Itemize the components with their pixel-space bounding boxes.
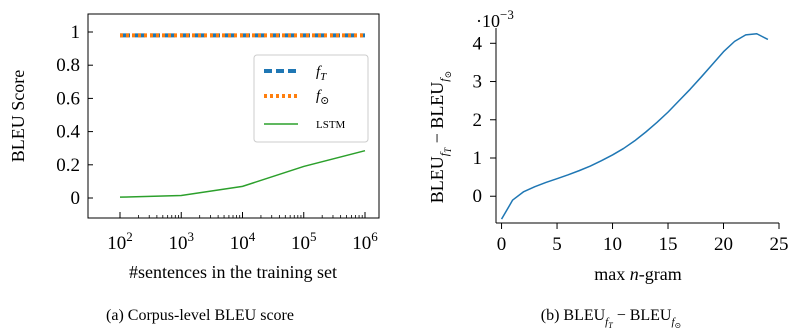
y-tick-label: 1 <box>71 22 81 43</box>
x-tick-label: 10 <box>603 234 622 255</box>
legend-label-fT: fT <box>316 64 327 83</box>
scale-factor-b: ·10−3 <box>476 7 514 31</box>
x-axis-label-b: max n-gram <box>594 264 681 284</box>
y-tick-label: 3 <box>473 72 483 93</box>
series-line-b-0 <box>500 32 769 220</box>
caption-b: (b) BLEUfT − BLEUf⊙ <box>541 307 682 329</box>
y-tick-label: 4 <box>473 33 483 54</box>
chart-a: 0 0.2 0.4 0.6 0.8 1 102 103 104 105 106 fT f⊙ LST… <box>8 13 380 324</box>
legend-label-lstm: LSTM <box>316 119 346 131</box>
x-tick-label: 25 <box>770 234 789 255</box>
y-tick-label: 0.2 <box>56 155 80 176</box>
x-tick-label: 5 <box>552 234 562 255</box>
y-tick-label: 1 <box>473 148 483 169</box>
y-tick-label: 0.8 <box>56 55 80 76</box>
y-axis-label-b: BLEUfT − BLEUf⊙ <box>427 71 453 203</box>
legend-label-fo: f⊙ <box>316 88 329 107</box>
x-ticks-b: 0 5 10 15 20 25 <box>497 223 789 255</box>
series-b <box>500 32 769 220</box>
y-ticks-a: 0 0.2 0.4 0.6 0.8 1 <box>56 22 93 209</box>
x-tick-label: 103 <box>169 229 195 254</box>
chart-b: 0 1 2 3 4 0 5 10 15 20 25 ·10−3 BLEUfT − BLEUf⊙ m… <box>427 7 789 329</box>
x-ticks-a: 102 103 104 105 106 <box>107 212 378 254</box>
x-tick-label: 20 <box>714 234 733 255</box>
y-ticks-b: 0 1 2 3 4 <box>473 33 496 207</box>
legend-a: fT f⊙ LSTM <box>253 54 369 143</box>
x-tick-label: 0 <box>497 234 507 255</box>
caption-a: (a) Corpus-level BLEU score <box>106 307 294 324</box>
x-tick-label: 106 <box>352 229 378 254</box>
y-tick-label: 0 <box>71 188 81 209</box>
x-tick-label: 104 <box>230 229 256 254</box>
y-tick-label: 0 <box>473 186 483 207</box>
series-a <box>119 33 366 198</box>
y-tick-label: 0.4 <box>56 122 80 143</box>
legend-box <box>253 54 369 143</box>
plot-frame-a <box>87 13 380 219</box>
x-tick-label: 15 <box>659 234 678 255</box>
y-tick-label: 0.6 <box>56 88 80 109</box>
y-axis-label-a: BLEU Score <box>8 70 28 162</box>
y-tick-label: 2 <box>473 110 483 131</box>
series-line-2 <box>119 149 366 198</box>
x-axis-label-a: #sentences in the training set <box>129 262 337 282</box>
x-tick-label: 105 <box>291 229 317 254</box>
x-tick-label: 102 <box>107 229 133 254</box>
